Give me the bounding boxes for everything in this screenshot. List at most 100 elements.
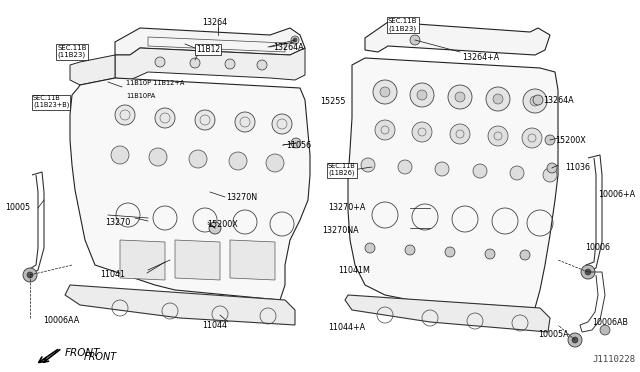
Circle shape: [410, 35, 420, 45]
Circle shape: [229, 152, 247, 170]
Text: 10005: 10005: [5, 203, 30, 212]
Circle shape: [530, 96, 540, 106]
Text: 13270N: 13270N: [226, 193, 257, 202]
Text: 15200X: 15200X: [555, 136, 586, 145]
Text: SEC.11B
(11B23+B): SEC.11B (11B23+B): [33, 95, 69, 109]
Circle shape: [543, 168, 557, 182]
Text: 10006: 10006: [585, 243, 610, 252]
Circle shape: [485, 249, 495, 259]
Circle shape: [195, 110, 215, 130]
Polygon shape: [345, 295, 550, 332]
Circle shape: [520, 250, 530, 260]
Text: 11036: 11036: [565, 163, 590, 172]
Text: 10005A: 10005A: [538, 330, 568, 339]
Text: 13264A: 13264A: [273, 43, 303, 52]
Circle shape: [257, 60, 267, 70]
Circle shape: [547, 163, 557, 173]
Text: 11056: 11056: [286, 141, 311, 150]
Text: 10006AA: 10006AA: [43, 316, 79, 325]
Text: 10006+A: 10006+A: [598, 190, 635, 199]
Circle shape: [155, 57, 165, 67]
Polygon shape: [120, 240, 165, 280]
Polygon shape: [348, 58, 558, 308]
Circle shape: [410, 83, 434, 107]
Circle shape: [405, 245, 415, 255]
Text: 10006AB: 10006AB: [592, 318, 628, 327]
Circle shape: [359, 74, 371, 86]
Text: 13264: 13264: [202, 18, 227, 27]
Circle shape: [435, 162, 449, 176]
Text: 11041: 11041: [100, 270, 125, 279]
Circle shape: [600, 325, 610, 335]
Text: SEC.11B
(11B23): SEC.11B (11B23): [57, 45, 86, 58]
Circle shape: [365, 243, 375, 253]
Text: 11B10PA: 11B10PA: [126, 93, 156, 99]
Circle shape: [23, 268, 37, 282]
Circle shape: [291, 138, 301, 148]
Polygon shape: [115, 28, 305, 55]
Circle shape: [189, 150, 207, 168]
Circle shape: [272, 114, 292, 134]
Circle shape: [190, 58, 200, 68]
Circle shape: [373, 80, 397, 104]
Text: 15200X: 15200X: [207, 220, 237, 229]
Circle shape: [293, 38, 297, 42]
Polygon shape: [175, 240, 220, 280]
Circle shape: [568, 333, 582, 347]
Circle shape: [291, 36, 299, 44]
Circle shape: [361, 158, 375, 172]
Circle shape: [510, 166, 524, 180]
Circle shape: [354, 69, 376, 91]
Circle shape: [450, 124, 470, 144]
Circle shape: [445, 247, 455, 257]
Polygon shape: [65, 285, 295, 325]
Circle shape: [398, 160, 412, 174]
Text: 13270: 13270: [105, 218, 131, 227]
Circle shape: [581, 265, 595, 279]
Text: J1110228: J1110228: [592, 355, 635, 364]
Text: 13264+A: 13264+A: [462, 53, 499, 62]
Text: 11B10P 11B12+A: 11B10P 11B12+A: [126, 80, 184, 86]
Circle shape: [473, 164, 487, 178]
Circle shape: [375, 120, 395, 140]
Polygon shape: [70, 78, 310, 300]
Circle shape: [493, 94, 503, 104]
Circle shape: [488, 126, 508, 146]
Circle shape: [235, 112, 255, 132]
Circle shape: [149, 148, 167, 166]
Circle shape: [455, 92, 465, 102]
Circle shape: [523, 89, 547, 113]
Circle shape: [209, 222, 221, 234]
Polygon shape: [70, 55, 115, 85]
Circle shape: [572, 337, 578, 343]
Text: 13270+A: 13270+A: [328, 203, 365, 212]
Circle shape: [585, 269, 591, 275]
Circle shape: [486, 87, 510, 111]
Text: 11B12: 11B12: [196, 45, 220, 54]
Text: 13270NA: 13270NA: [322, 226, 358, 235]
Circle shape: [380, 87, 390, 97]
Circle shape: [225, 59, 235, 69]
Circle shape: [266, 154, 284, 172]
Polygon shape: [230, 240, 275, 280]
Polygon shape: [115, 48, 305, 80]
Circle shape: [412, 122, 432, 142]
Circle shape: [545, 135, 555, 145]
Circle shape: [111, 146, 129, 164]
Circle shape: [155, 108, 175, 128]
Text: SEC.11B
(11B26): SEC.11B (11B26): [328, 163, 356, 176]
Text: 11041M: 11041M: [338, 266, 370, 275]
Text: FRONT: FRONT: [65, 348, 100, 358]
Text: 13264A: 13264A: [543, 96, 573, 105]
Text: 11044+A: 11044+A: [328, 323, 365, 332]
Circle shape: [115, 105, 135, 125]
Polygon shape: [365, 22, 550, 55]
Circle shape: [522, 128, 542, 148]
Text: SEC.11B
(11B23): SEC.11B (11B23): [388, 18, 417, 32]
Circle shape: [448, 85, 472, 109]
Circle shape: [27, 272, 33, 278]
Circle shape: [417, 90, 427, 100]
Text: 11044: 11044: [202, 321, 227, 330]
Text: FRONT: FRONT: [84, 352, 117, 362]
Text: 15255: 15255: [320, 97, 346, 106]
